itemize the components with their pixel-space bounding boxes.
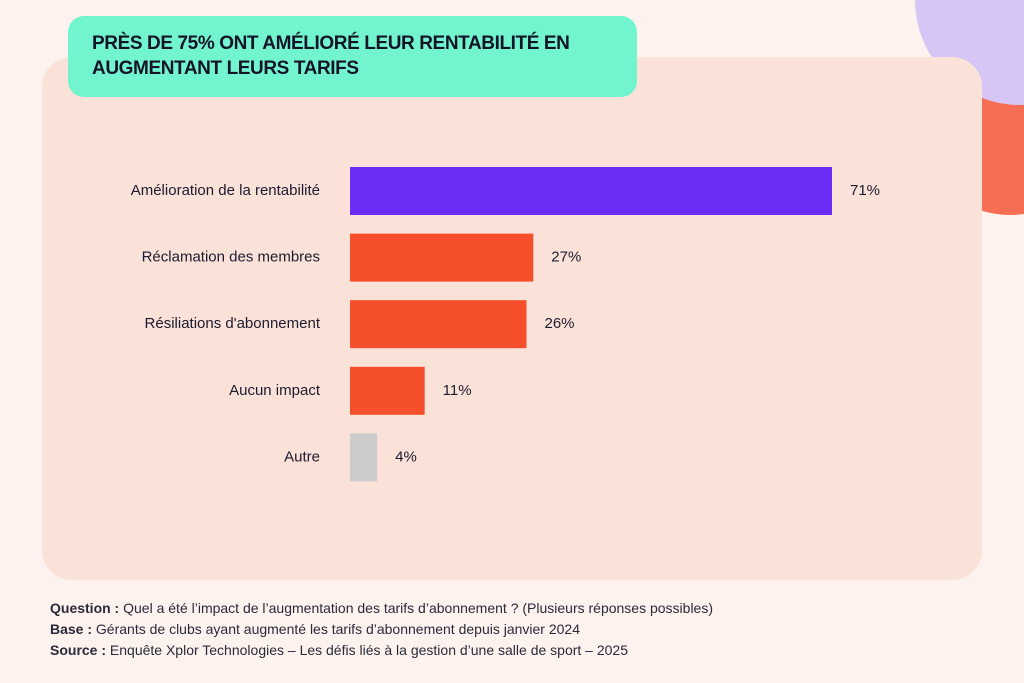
value-label: 4% bbox=[395, 448, 417, 465]
bar bbox=[350, 167, 832, 215]
note: Base : Gérants de clubs ayant augmenté l… bbox=[50, 619, 713, 640]
category-label: Autre bbox=[284, 448, 320, 465]
bar bbox=[350, 300, 527, 349]
bar bbox=[350, 233, 534, 282]
note-label: Source : bbox=[50, 642, 107, 658]
note: Question : Quel a été l’impact de l’augm… bbox=[50, 598, 713, 619]
notes: Question : Quel a été l’impact de l’augm… bbox=[50, 598, 713, 661]
chart-title: PRÈS DE 75% ONT AMÉLIORÉ LEUR RENTABILIT… bbox=[68, 16, 637, 97]
note-text: Enquête Xplor Technologies – Les défis l… bbox=[109, 642, 629, 658]
bar bbox=[350, 433, 378, 482]
category-label: Aucun impact bbox=[229, 382, 321, 399]
value-label: 11% bbox=[443, 382, 472, 399]
note-label: Question : bbox=[50, 600, 120, 616]
note-label: Base : bbox=[50, 621, 93, 637]
bar bbox=[350, 366, 425, 415]
plot: Amélioration de la rentabilité 71% Réclama… bbox=[131, 167, 880, 482]
category-label: Réclamation des membres bbox=[142, 249, 320, 266]
value-label: 71% bbox=[850, 182, 880, 199]
decor-circle bbox=[915, 0, 1024, 105]
value-label: 26% bbox=[545, 315, 575, 332]
category-label: Résiliations d'abonnement bbox=[145, 315, 321, 332]
note-text: Gérants de clubs ayant augmenté les tari… bbox=[95, 621, 581, 637]
note-text: Quel a été l’impact de l’augmentation de… bbox=[123, 600, 714, 616]
value-label: 27% bbox=[551, 249, 581, 266]
category-label: Amélioration de la rentabilité bbox=[131, 182, 320, 199]
note: Source : Enquête Xplor Technologies – Le… bbox=[50, 640, 713, 661]
